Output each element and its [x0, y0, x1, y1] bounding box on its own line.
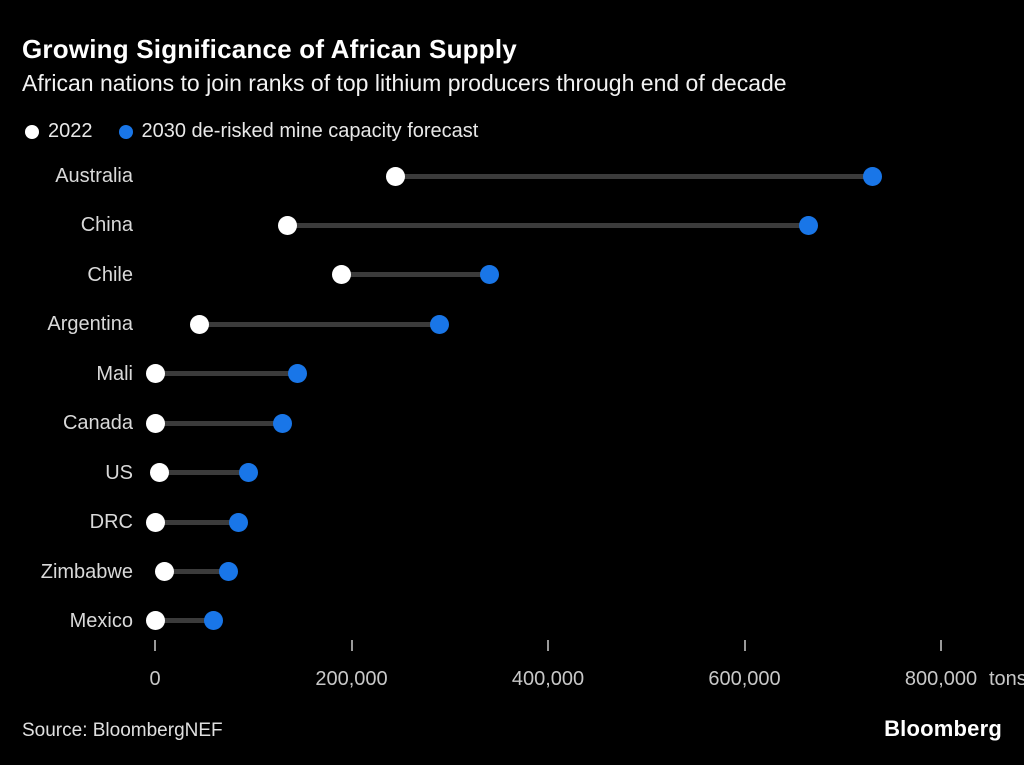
dot-2030	[229, 512, 248, 532]
dot-2030	[862, 166, 882, 186]
category-label-canada: Canada	[62, 412, 133, 435]
connector-line	[395, 173, 873, 179]
chart-subtitle: African nations to join ranks of top lit…	[22, 70, 787, 96]
category-label-us: US	[105, 461, 133, 484]
category-label-drc: DRC	[89, 511, 133, 534]
category-label-mexico: Mexico	[69, 609, 133, 632]
category-label-mali: Mali	[96, 362, 133, 385]
dot-2030	[798, 215, 818, 235]
dot-2030	[219, 562, 239, 582]
dot-2022	[150, 463, 170, 483]
legend-dot-2030-icon	[118, 124, 133, 139]
axis-tick	[350, 640, 353, 651]
dot-2022	[145, 611, 165, 631]
legend: 2022 2030 de-risked mine capacity forecas…	[25, 120, 478, 143]
axis-tick-label: 200,000	[315, 668, 388, 690]
dot-2030	[479, 265, 499, 285]
axis-unit-label: tons	[989, 668, 1024, 690]
legend-label: 2022	[48, 120, 93, 142]
connector-line	[155, 371, 298, 377]
dot-2022	[145, 413, 165, 433]
axis-tick	[940, 640, 942, 651]
dot-2022	[386, 166, 406, 186]
connector-line	[159, 470, 249, 476]
dot-2022	[278, 215, 298, 235]
dot-2022	[145, 364, 165, 384]
connector-line	[155, 618, 214, 624]
axis-tick-label: 400,000	[511, 668, 585, 690]
axis-tick-label: 600,000	[708, 668, 781, 690]
axis-tick-label: 0	[149, 668, 161, 690]
connector-line	[164, 569, 229, 575]
bloomberg-logo: Bloomberg	[884, 716, 1002, 741]
dot-2030	[430, 314, 450, 334]
connector-line	[199, 321, 440, 327]
category-label-zimbabwe: Zimbabwe	[40, 560, 133, 583]
dot-2022	[145, 512, 165, 532]
chart-title: Growing Significance of African Supply	[22, 34, 517, 64]
dot-2030	[273, 413, 293, 433]
category-label-argentina: Argentina	[47, 313, 133, 336]
source-note: Source: BloombergNEF	[22, 720, 223, 741]
legend-item-2022: 2022	[25, 120, 93, 143]
legend-dot-2022-icon	[25, 124, 39, 139]
category-label-australia: Australia	[55, 165, 133, 187]
legend-item-2030: 2030 de-risked mine capacity forecast	[118, 120, 479, 143]
dot-2030	[204, 611, 224, 631]
dot-2022	[189, 314, 209, 334]
dot-2030	[287, 364, 307, 384]
connector-line	[155, 519, 239, 525]
connector-line	[155, 420, 283, 426]
axis-tick	[547, 640, 549, 651]
dot-2030	[238, 463, 258, 483]
connector-line	[341, 272, 490, 278]
dot-2022	[155, 562, 175, 582]
axis-tick	[743, 640, 746, 651]
axis-tick-label: 800,000	[904, 668, 978, 690]
category-label-china: China	[80, 214, 133, 237]
dot-2022	[332, 265, 352, 285]
legend-label: 2030 de-risked mine capacity forecast	[141, 120, 479, 142]
category-label-chile: Chile	[87, 263, 133, 286]
connector-line	[287, 222, 809, 228]
axis-tick	[154, 640, 156, 651]
